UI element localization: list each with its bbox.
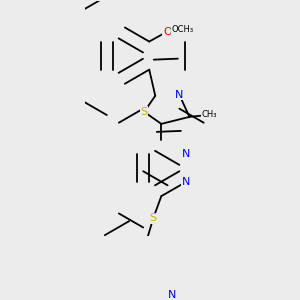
Text: N: N: [175, 90, 184, 100]
Text: S: S: [141, 107, 148, 117]
Text: S: S: [150, 213, 157, 223]
Text: N: N: [182, 177, 190, 187]
Text: N: N: [167, 290, 176, 300]
Text: CH₃: CH₃: [202, 110, 217, 119]
Text: O: O: [163, 26, 172, 37]
Text: OCH₃: OCH₃: [171, 25, 194, 34]
Text: N: N: [182, 149, 190, 159]
